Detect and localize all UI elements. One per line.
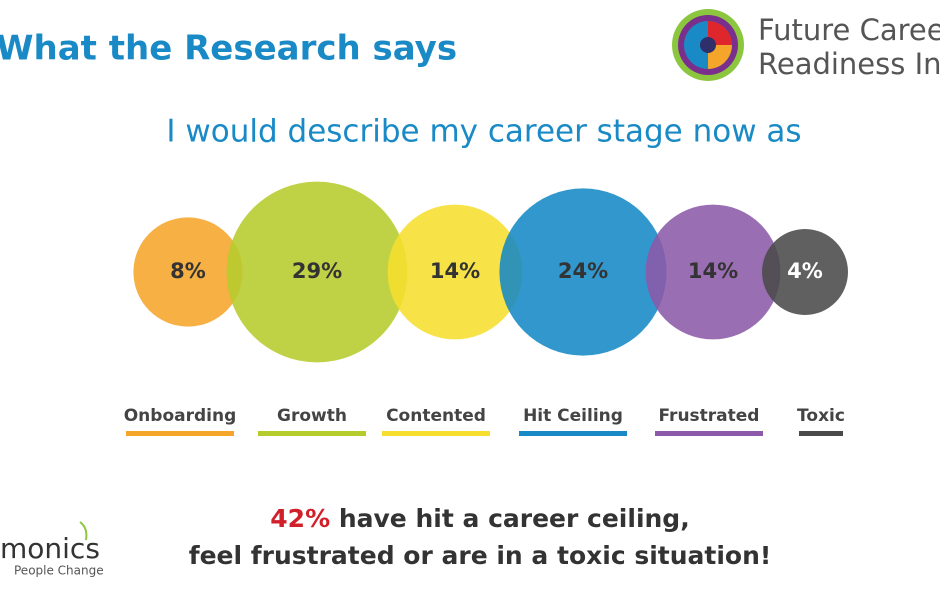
bubble: [499, 188, 667, 356]
brand-swoosh: [79, 521, 88, 541]
bubble: [133, 217, 243, 327]
data-label: 14%: [688, 259, 738, 283]
header-title: What the Research says: [0, 29, 457, 69]
footer-line: feel frustrated or are in a toxic situat…: [189, 541, 772, 570]
legend-label: Frustrated: [659, 406, 760, 426]
data-label: 8%: [170, 259, 206, 283]
chart-title: I would describe my career stage now as: [166, 114, 801, 150]
legend-swatch: [519, 431, 627, 436]
bubble: [645, 204, 781, 340]
legend-swatch: [655, 431, 763, 436]
data-label: 14%: [430, 259, 480, 283]
legend: Onboarding Growth Contented Hit Ceiling Frus…: [124, 406, 845, 436]
legend-swatch: [799, 431, 843, 436]
legend-swatch: [258, 431, 366, 436]
data-label: 24%: [558, 259, 608, 283]
legend-label: Onboarding: [124, 406, 237, 426]
legend-swatch: [126, 431, 234, 436]
legend-label: Hit Ceiling: [523, 406, 623, 426]
legend-label: Contented: [386, 406, 486, 426]
legend-label: Toxic: [797, 406, 845, 426]
brand-tagline: People Change: [14, 564, 104, 578]
footer-line: 42% have hit a career ceiling,: [270, 504, 689, 533]
brand-name: monics: [0, 532, 100, 565]
data-label: 4%: [787, 259, 823, 283]
bubble: [762, 229, 848, 315]
bubble: [226, 181, 408, 363]
logo-text: Future Caree: [758, 13, 940, 47]
footer-highlight: 42%: [270, 504, 330, 533]
logo-icon: [672, 9, 744, 81]
footer-text: have hit a career ceiling,: [339, 504, 690, 533]
bubbles: 8% 29% 14% 24% 14% 4%: [133, 181, 848, 363]
legend-swatch: [382, 431, 490, 436]
data-label: 29%: [292, 259, 342, 283]
legend-label: Growth: [277, 406, 347, 426]
logo-text: Readiness Ind: [758, 47, 940, 81]
bubble: [387, 204, 523, 340]
